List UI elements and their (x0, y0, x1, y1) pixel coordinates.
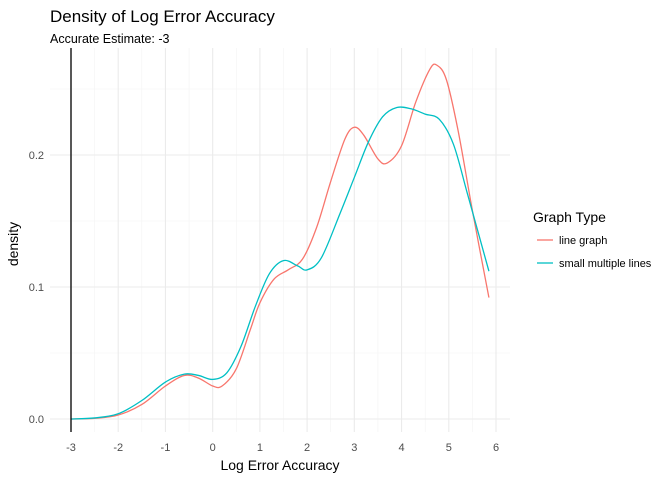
y-tick-label: 0.1 (29, 282, 44, 294)
x-tick-label: -3 (66, 442, 76, 454)
legend: Graph Type line graph small multiple line… (533, 209, 652, 270)
x-tick-label: 2 (304, 442, 310, 454)
x-axis-title: Log Error Accuracy (220, 457, 339, 473)
legend-label: line graph (559, 235, 607, 247)
series-lines (70, 63, 490, 420)
series-line-line-graph (70, 63, 490, 420)
x-tick-label: 4 (398, 442, 404, 454)
x-tick-label: 3 (351, 442, 357, 454)
y-axis-title: density (5, 222, 21, 266)
axis-ticks: -3 -2 -1 0 1 2 3 4 5 6 0.0 0.1 0.2 (29, 150, 499, 454)
legend-title: Graph Type (533, 209, 606, 225)
series-line-small-multiple-lines (70, 106, 490, 420)
x-tick-label: 5 (446, 442, 452, 454)
chart-title: Density of Log Error Accuracy (50, 7, 275, 26)
legend-label: small multiple lines (559, 258, 652, 270)
y-tick-label: 0.2 (29, 150, 44, 162)
chart-subtitle: Accurate Estimate: -3 (50, 32, 170, 46)
x-tick-label: 0 (210, 442, 216, 454)
x-tick-label: -2 (113, 442, 123, 454)
x-tick-label: 1 (257, 442, 263, 454)
x-tick-label: 6 (493, 442, 499, 454)
y-tick-label: 0.0 (29, 414, 44, 426)
x-tick-label: -1 (161, 442, 171, 454)
grid (50, 48, 510, 432)
